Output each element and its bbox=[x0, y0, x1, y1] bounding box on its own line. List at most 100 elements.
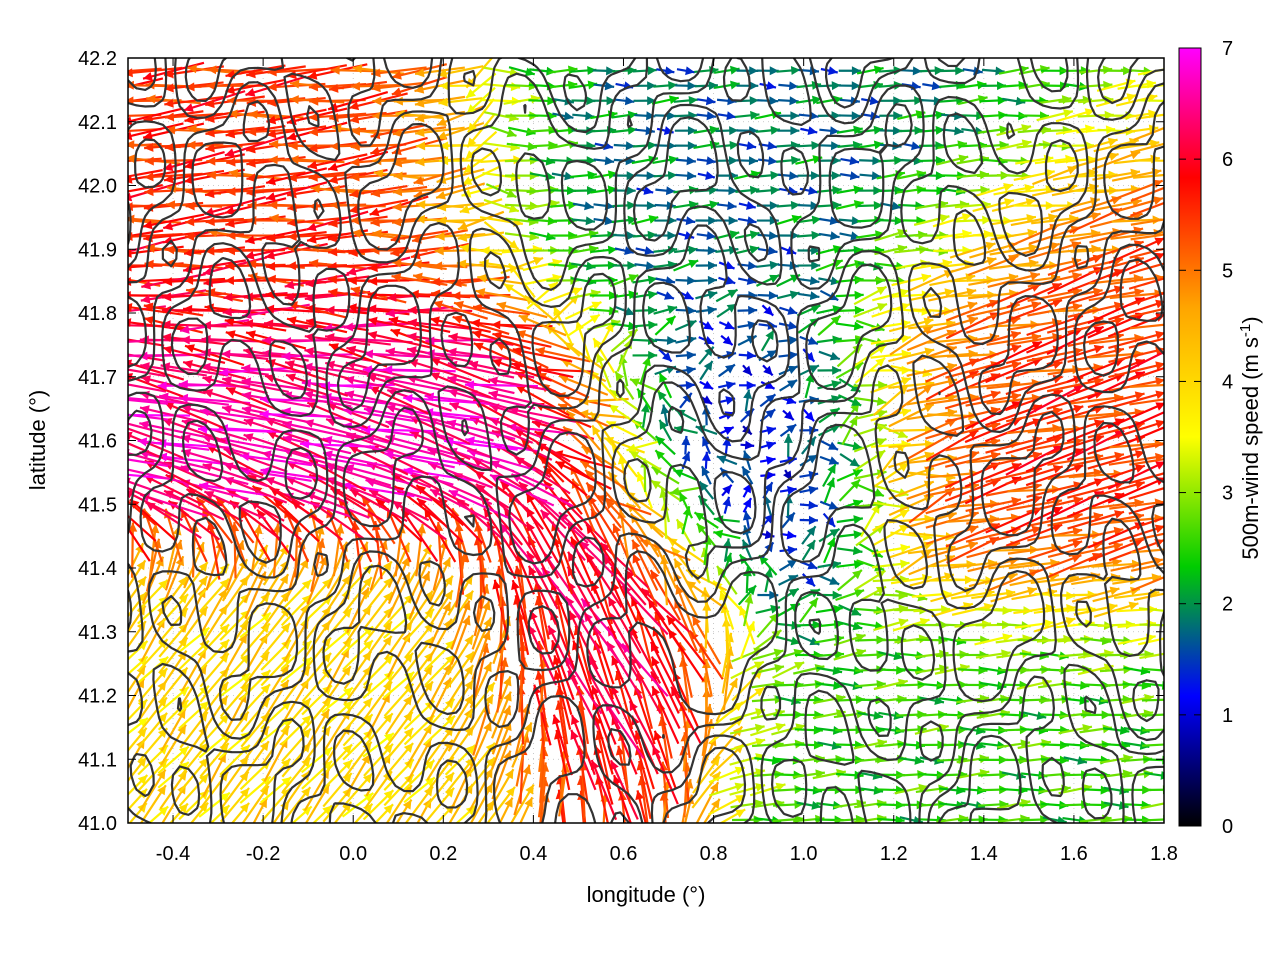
wind-arrow bbox=[241, 785, 270, 823]
wind-arrow bbox=[469, 782, 494, 823]
wind-arrow bbox=[877, 185, 904, 195]
wind-arrow bbox=[1060, 66, 1090, 76]
x-tick-label: 0.4 bbox=[519, 843, 547, 865]
wind-arrow bbox=[836, 468, 864, 482]
wind-arrow bbox=[755, 125, 781, 135]
wind-arrow bbox=[312, 804, 333, 823]
wind-arrow bbox=[794, 740, 824, 750]
wind-arrow bbox=[731, 647, 764, 663]
y-tick-label: 41.8 bbox=[78, 303, 117, 325]
wind-arrow bbox=[739, 380, 756, 390]
wind-arrow bbox=[819, 455, 840, 465]
wind-arrow bbox=[898, 755, 925, 765]
wind-arrow bbox=[532, 364, 594, 374]
y-tick-label: 41.2 bbox=[78, 686, 117, 708]
wind-arrow bbox=[572, 201, 594, 211]
wind-arrow bbox=[776, 66, 801, 76]
wind-arrow bbox=[566, 313, 601, 338]
wind-arrow bbox=[782, 409, 795, 421]
y-tick-label: 41.4 bbox=[78, 558, 117, 580]
wind-arrow bbox=[779, 545, 798, 555]
wind-arrow bbox=[857, 711, 884, 720]
wind-arrow bbox=[879, 126, 903, 136]
wind-arrow bbox=[675, 81, 697, 91]
wind-arrow bbox=[482, 82, 521, 92]
y-tick-label: 41.6 bbox=[78, 431, 117, 453]
wind-arrow bbox=[799, 597, 819, 623]
wind-arrow bbox=[128, 727, 148, 753]
wind-arrow bbox=[738, 350, 757, 360]
x-tick-label: -0.4 bbox=[156, 843, 190, 865]
wind-arrow bbox=[1139, 623, 1164, 627]
wind-arrow bbox=[138, 712, 168, 748]
wind-arrow bbox=[219, 787, 250, 823]
wind-arrow bbox=[802, 408, 815, 422]
wind-arrow bbox=[759, 441, 777, 450]
wind-arrow bbox=[856, 65, 884, 75]
wind-arrow bbox=[721, 484, 733, 497]
wind-arrow bbox=[818, 231, 840, 241]
wind-arrow bbox=[220, 710, 250, 749]
wind-arrow bbox=[870, 334, 911, 345]
wind-arrow bbox=[230, 802, 250, 823]
wind-arrow bbox=[178, 773, 210, 807]
wind-arrow bbox=[729, 768, 766, 781]
wind-arrow bbox=[632, 350, 658, 360]
wind-arrow bbox=[591, 126, 617, 136]
wind-arrow bbox=[651, 685, 680, 745]
wind-arrow bbox=[128, 353, 166, 362]
wind-arrow bbox=[699, 360, 714, 381]
wind-arrow bbox=[797, 260, 821, 270]
wind-arrow bbox=[593, 156, 615, 166]
wind-arrow bbox=[703, 798, 721, 823]
wind-arrow bbox=[736, 81, 759, 91]
wind-arrow bbox=[974, 633, 1013, 646]
wind-arrow bbox=[749, 782, 786, 797]
wind-arrow bbox=[674, 141, 697, 151]
colorbar-label-main: 500m-wind speed (m s bbox=[1238, 337, 1263, 560]
wind-arrow bbox=[632, 66, 657, 76]
wind-arrow bbox=[322, 772, 353, 808]
wind-arrow bbox=[487, 786, 516, 823]
wind-arrow bbox=[138, 696, 168, 734]
y-tick-label: 41.7 bbox=[78, 367, 117, 389]
x-axis-label: longitude (°) bbox=[587, 882, 706, 907]
wind-arrow bbox=[1017, 739, 1052, 750]
wind-arrow bbox=[157, 745, 190, 775]
wind-arrow bbox=[796, 801, 822, 810]
wind-arrow bbox=[363, 743, 394, 777]
wind-arrow bbox=[794, 710, 824, 720]
wind-arrow bbox=[139, 784, 167, 823]
wind-arrow bbox=[798, 111, 819, 121]
wind-arrow bbox=[503, 94, 541, 105]
wind-arrow bbox=[614, 96, 635, 106]
wind-arrow bbox=[737, 216, 757, 226]
wind-arrow bbox=[259, 409, 334, 419]
wind-arrow bbox=[1122, 800, 1151, 810]
wind-arrow bbox=[794, 725, 823, 735]
wind-arrow bbox=[189, 801, 209, 823]
wind-arrow bbox=[498, 797, 514, 823]
wind-arrow bbox=[593, 201, 615, 211]
wind-arrow bbox=[676, 66, 695, 76]
x-tick-label: 1.0 bbox=[790, 843, 818, 865]
x-tick-label: 0.0 bbox=[339, 843, 367, 865]
wind-arrow bbox=[716, 186, 738, 196]
wind-arrow bbox=[570, 186, 597, 196]
wind-arrow bbox=[859, 156, 882, 166]
wind-arrow bbox=[755, 185, 780, 195]
wind-arrow bbox=[353, 802, 374, 823]
wind-arrow bbox=[656, 291, 675, 300]
x-tick-label: -0.2 bbox=[246, 843, 280, 865]
wind-arrow bbox=[978, 770, 1009, 780]
wind-arrow bbox=[760, 329, 775, 352]
wind-arrow bbox=[635, 790, 647, 823]
wind-arrow bbox=[675, 276, 697, 286]
colorbar: 0 1 2 3 4 5 6 7 bbox=[1178, 38, 1233, 838]
wind-arrow bbox=[742, 364, 753, 377]
wind-arrow bbox=[669, 486, 702, 496]
wind-arrow bbox=[241, 740, 270, 780]
wind-arrow bbox=[797, 141, 821, 150]
wind-arrow bbox=[779, 379, 798, 392]
wind-arrow bbox=[759, 456, 776, 465]
